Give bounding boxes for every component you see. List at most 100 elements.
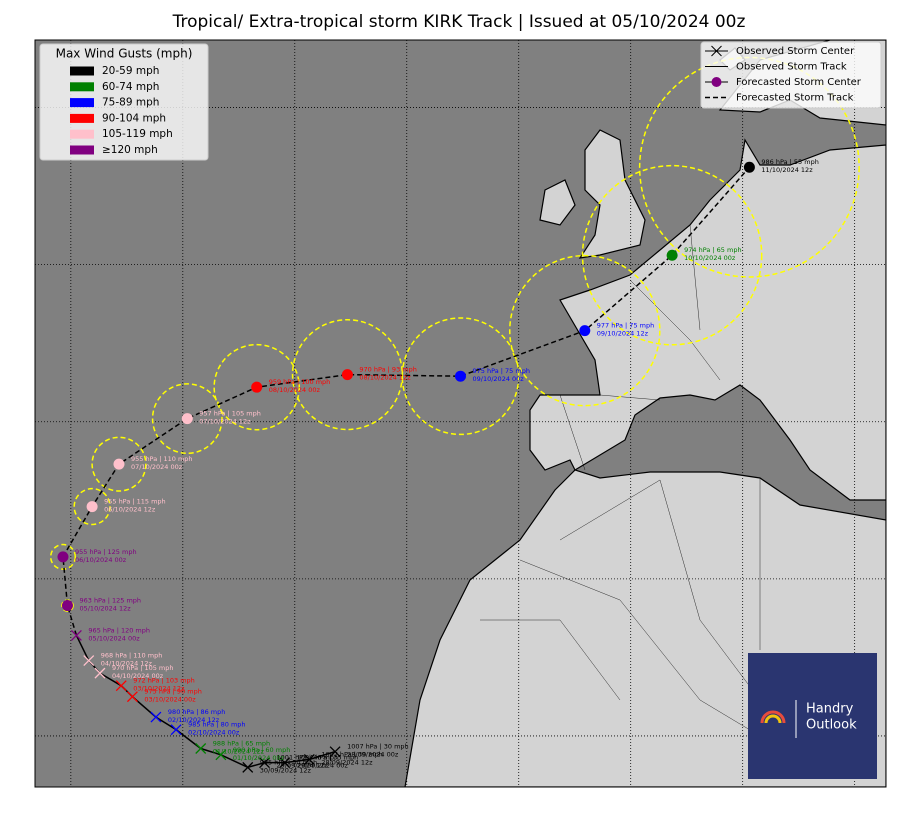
logo-icon [760, 710, 786, 724]
legend-box [700, 41, 882, 109]
forecast-center [743, 161, 755, 173]
point-label: 974 hPa | 65 mph [684, 246, 741, 254]
legend-swatch [70, 98, 94, 108]
forecast-center [251, 381, 263, 393]
legend-label: 105-119 mph [102, 128, 173, 140]
legend-symbol [705, 45, 728, 57]
point-time: 08/10/2024 00z [269, 386, 321, 394]
point-label: 1007 hPa | 30 mph [321, 751, 383, 759]
legend-label: 75-89 mph [102, 97, 159, 109]
observed-center [303, 754, 315, 765]
logo: Handry Outlook [748, 653, 877, 779]
point-time: 05/10/2024 00z [88, 634, 140, 642]
point-label: 986 hPa | 55 mph [761, 158, 818, 166]
observed-center [94, 667, 106, 679]
legend-label: 20-59 mph [102, 65, 159, 77]
point-time: 07/10/2024 00z [131, 463, 183, 471]
point-label: 959 hPa | 100 mph [269, 378, 331, 386]
forecast-center [181, 413, 193, 425]
point-time: 04/10/2024 00z [112, 672, 164, 680]
point-time: 29/09/2024 12z [277, 762, 329, 770]
wind-legend: Max Wind Gusts (mph) 20-59 mph 60-74 mph 7… [39, 43, 209, 161]
point-label: 968 hPa | 110 mph [101, 652, 163, 660]
point-time: 09/10/2024 00z [473, 375, 525, 383]
forecast-track [62, 166, 750, 636]
point-time: 05/10/2024 12z [79, 605, 131, 613]
point-label: 972 hPa | 103 mph [133, 677, 195, 685]
point-label: 955 hPa | 110 mph [131, 455, 193, 463]
observed-center [279, 757, 291, 769]
forecast-center [61, 600, 73, 612]
observed-center [259, 757, 271, 769]
point-label: 988 hPa | 65 mph [213, 740, 270, 748]
point-label: 995 hPa | 50 mph [260, 758, 317, 766]
legend-swatch [70, 145, 94, 155]
legend-label: ≥120 mph [102, 144, 158, 156]
point-time: 10/10/2024 00z [684, 254, 736, 262]
point-time: 09/10/2024 12z [597, 330, 649, 338]
point-time: 06/10/2024 00z [75, 556, 127, 564]
observed-center [242, 761, 254, 773]
logo-text: Outlook [806, 718, 857, 733]
legend-swatch [70, 113, 94, 123]
logo-icon [764, 714, 782, 724]
legend-label: 60-74 mph [102, 81, 159, 93]
point-time: 06/10/2024 12z [104, 506, 156, 514]
point-label: 970 hPa | 93 mph [359, 366, 416, 374]
uncertainty-cone [91, 436, 147, 492]
point-time: 03/10/2024 12z [133, 685, 185, 693]
legend-label: Observed Storm Track [736, 62, 847, 73]
point-label: 990 hPa | 60 mph [233, 746, 290, 754]
point-label: 1004 hPa | 35 mph [297, 754, 359, 762]
point-time: 30/09/2024 12z [260, 766, 312, 774]
legend-swatch [70, 129, 94, 139]
point-time: 02/10/2024 12z [168, 716, 220, 724]
point-label: 970 hPa | 105 mph [112, 664, 174, 672]
uncertainty-cone [49, 543, 77, 570]
frame [34, 39, 887, 788]
observed-center [70, 629, 82, 641]
uncertainty-cone [151, 383, 223, 455]
chart-title: Tropical/ Extra-tropical storm KIRK Trac… [172, 12, 746, 32]
point-time: 11/10/2024 12z [761, 166, 813, 174]
logo-text: Handry [806, 702, 854, 717]
borders [480, 224, 801, 761]
legend-label: Observed Storm Center [736, 46, 855, 57]
point-label: 963 hPa | 125 mph [79, 597, 141, 605]
point-label: 980 hPa | 86 mph [168, 708, 225, 716]
point-time: 01/10/2024 00z [233, 754, 285, 762]
point-time: 07/10/2024 12z [199, 418, 251, 426]
legend-swatch [70, 82, 94, 92]
observed-track [75, 635, 336, 769]
uncertainty-cone [509, 254, 661, 407]
point-time: 02/10/2024 00z [188, 729, 240, 737]
track-legend: Observed Storm Center Observed Storm Trac… [700, 41, 882, 109]
forecast-center [57, 551, 69, 563]
forecast-center [666, 249, 678, 261]
observed-center [195, 743, 207, 754]
forecast-center [86, 501, 98, 513]
legend-label: 90-104 mph [102, 112, 166, 124]
uncertainty-cone [401, 317, 520, 436]
legend-title: Max Wind Gusts (mph) [56, 47, 193, 61]
forecast-center [341, 369, 353, 381]
point-label: 957 hPa | 105 mph [199, 410, 261, 418]
point-time: 28/09/2024 12z [321, 759, 373, 767]
point-time: 03/10/2024 00z [144, 696, 196, 704]
uncertainty-cone [213, 343, 301, 431]
legend-symbol [711, 77, 722, 87]
point-time: 08/10/2024 12z [359, 374, 411, 382]
legend-label: Forecasted Storm Track [736, 93, 854, 104]
point-label: 975 hPa | 75 mph [473, 367, 530, 375]
point-label: 977 hPa | 75 mph [597, 322, 654, 330]
point-label: 955 hPa | 125 mph [75, 548, 137, 556]
point-label: 975 hPa | 90 mph [144, 688, 201, 696]
point-label: 1001 hPa | 40 mph [277, 754, 339, 762]
observed-center [329, 746, 341, 758]
observed-center [215, 749, 227, 761]
uncertainty-cone [581, 164, 763, 346]
point-time: 28/09/2024 00z [347, 751, 399, 759]
observed-center [170, 724, 182, 736]
